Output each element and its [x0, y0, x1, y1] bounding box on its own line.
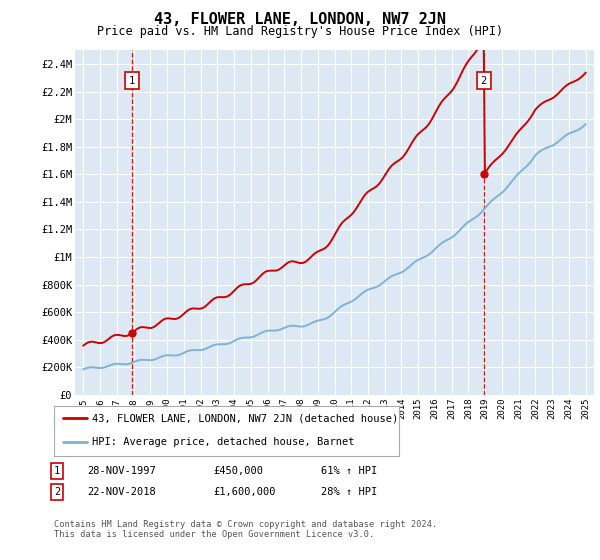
Text: Price paid vs. HM Land Registry's House Price Index (HPI): Price paid vs. HM Land Registry's House … — [97, 25, 503, 38]
Text: 43, FLOWER LANE, LONDON, NW7 2JN (detached house): 43, FLOWER LANE, LONDON, NW7 2JN (detach… — [92, 413, 398, 423]
Text: £450,000: £450,000 — [213, 466, 263, 476]
Text: 28-NOV-1997: 28-NOV-1997 — [87, 466, 156, 476]
Text: 28% ↑ HPI: 28% ↑ HPI — [321, 487, 377, 497]
Text: Contains HM Land Registry data © Crown copyright and database right 2024.
This d: Contains HM Land Registry data © Crown c… — [54, 520, 437, 539]
Text: £1,600,000: £1,600,000 — [213, 487, 275, 497]
Text: 1: 1 — [129, 76, 136, 86]
Text: 43, FLOWER LANE, LONDON, NW7 2JN: 43, FLOWER LANE, LONDON, NW7 2JN — [154, 12, 446, 27]
Text: 2: 2 — [54, 487, 60, 497]
Text: HPI: Average price, detached house, Barnet: HPI: Average price, detached house, Barn… — [92, 437, 355, 447]
Text: 2: 2 — [481, 76, 487, 86]
Text: 22-NOV-2018: 22-NOV-2018 — [87, 487, 156, 497]
Text: 1: 1 — [54, 466, 60, 476]
Text: 61% ↑ HPI: 61% ↑ HPI — [321, 466, 377, 476]
